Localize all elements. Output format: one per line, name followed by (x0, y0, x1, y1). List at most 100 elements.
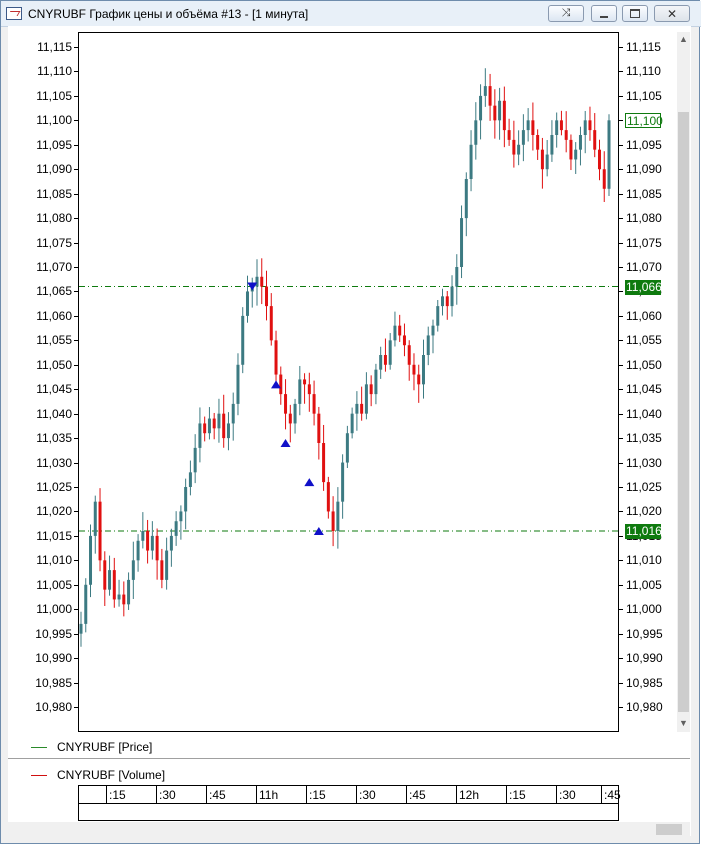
candle-body (474, 120, 478, 145)
time-axis-tick (456, 786, 457, 803)
time-axis-tick (256, 786, 257, 803)
y-axis-left-label: 11,060 (36, 308, 72, 323)
scroll-up-arrow-icon[interactable]: ▲ (679, 34, 688, 44)
time-axis-label: :30 (159, 788, 176, 802)
candle-body (165, 550, 169, 580)
candle-body (117, 594, 121, 600)
y-axis-right-label: 10,995 (626, 626, 663, 641)
restore-special-button[interactable]: ⤨ (548, 5, 584, 22)
candle-body (203, 423, 207, 434)
y-axis-right-tick (619, 707, 623, 708)
candle-body (160, 560, 164, 580)
candle-body (184, 487, 188, 512)
candle-body (417, 374, 421, 385)
vertical-scroll-thumb[interactable] (678, 112, 689, 712)
legend-volume-swatch (31, 775, 47, 776)
candle-body (455, 267, 459, 287)
candle-body (298, 379, 302, 404)
price-chart[interactable] (79, 33, 618, 731)
candle-body (279, 374, 283, 395)
vertical-scrollbar[interactable]: ▲ ▼ (677, 32, 690, 732)
y-axis-left-label: 11,010 (36, 553, 72, 568)
horizontal-scrollbar[interactable] (8, 822, 690, 836)
scroll-down-arrow-icon[interactable]: ▼ (679, 718, 688, 728)
candle-body (564, 130, 568, 140)
y-axis-right-label: 11,055 (626, 333, 662, 348)
y-axis-left-label: 11,065 (36, 284, 72, 299)
y-axis-right-tick (619, 487, 623, 488)
candle-body (498, 100, 502, 121)
level-low-price-tag: 11,016 (625, 524, 662, 539)
candle-body (398, 325, 402, 336)
y-axis-left-tick (74, 144, 78, 146)
y-axis-left-label: 10,995 (35, 626, 72, 641)
candle-body (174, 521, 178, 536)
candle-body (284, 394, 288, 414)
y-axis-left-label: 10,985 (35, 675, 72, 690)
candle-body (445, 296, 449, 307)
time-axis-tick (306, 786, 307, 803)
candle-body (198, 423, 202, 448)
y-axis-left-tick (74, 535, 78, 537)
y-axis-left-tick (74, 462, 78, 464)
time-axis-label: 11h (259, 788, 279, 802)
candle-body (502, 100, 506, 131)
time-axis-label: :15 (309, 788, 326, 802)
maximize-button[interactable] (622, 5, 648, 22)
candle-body (583, 120, 587, 135)
legend-volume-label: CNYRUBF [Volume] (57, 768, 166, 782)
minimize-button[interactable] (591, 5, 617, 22)
candle-body (388, 340, 392, 365)
price-plot-area[interactable] (78, 32, 619, 732)
y-axis-right-label: 11,005 (626, 577, 662, 592)
title-bar[interactable]: CNYRUBF График цены и объёма #13 - [1 ми… (1, 1, 701, 27)
buy-marker-icon (280, 439, 291, 447)
candle-body (493, 105, 497, 121)
y-axis-right-tick (619, 633, 623, 635)
candle-body (383, 355, 387, 365)
candle-body (479, 95, 483, 121)
candle-body (345, 433, 349, 463)
candle-body (150, 535, 154, 551)
time-axis-tick (206, 786, 207, 803)
time-axis-tick (106, 786, 107, 803)
y-axis-right-tick (619, 438, 623, 440)
candle-body (322, 443, 326, 483)
y-axis-right-tick (619, 242, 623, 244)
candle-body (317, 413, 321, 443)
candle-body (355, 403, 359, 414)
candle-body (93, 501, 97, 536)
window-title: CNYRUBF График цены и объёма #13 - [1 ми… (28, 7, 309, 21)
y-axis-right-tick (619, 71, 623, 73)
y-axis-right-label: 11,000 (626, 602, 662, 617)
y-axis-left-label: 11,000 (36, 602, 72, 617)
y-axis-right-label: 10,985 (626, 675, 663, 690)
y-axis-left-label: 11,090 (36, 162, 72, 177)
y-axis-right-label: 11,020 (626, 504, 662, 519)
candle-body (607, 120, 611, 189)
y-axis-left-label: 11,100 (36, 113, 72, 128)
candle-body (155, 535, 159, 561)
horizontal-scroll-thumb[interactable] (656, 824, 682, 835)
y-axis-left-tick (74, 218, 78, 220)
candle-body (545, 154, 549, 170)
y-axis-right-label: 11,115 (626, 40, 661, 54)
time-axis-tick (556, 786, 557, 803)
candle-body (274, 340, 278, 375)
time-axis-label: :15 (109, 788, 126, 802)
candle-body (179, 511, 183, 522)
candle-body (512, 139, 516, 155)
candle-body (336, 501, 340, 531)
y-axis-left-tick (74, 169, 78, 171)
y-axis-right-label: 11,080 (626, 211, 662, 226)
y-axis-right-tick (619, 462, 623, 464)
candle-body (131, 560, 135, 580)
close-button[interactable]: ✕ (654, 5, 690, 22)
candle-body (488, 86, 492, 106)
y-axis-left-tick (74, 340, 78, 342)
y-axis-left-tick (74, 682, 78, 684)
candle-body (269, 306, 273, 341)
y-axis-right-label: 11,045 (626, 382, 662, 397)
candle-body (331, 511, 335, 531)
candle-body (231, 403, 235, 424)
